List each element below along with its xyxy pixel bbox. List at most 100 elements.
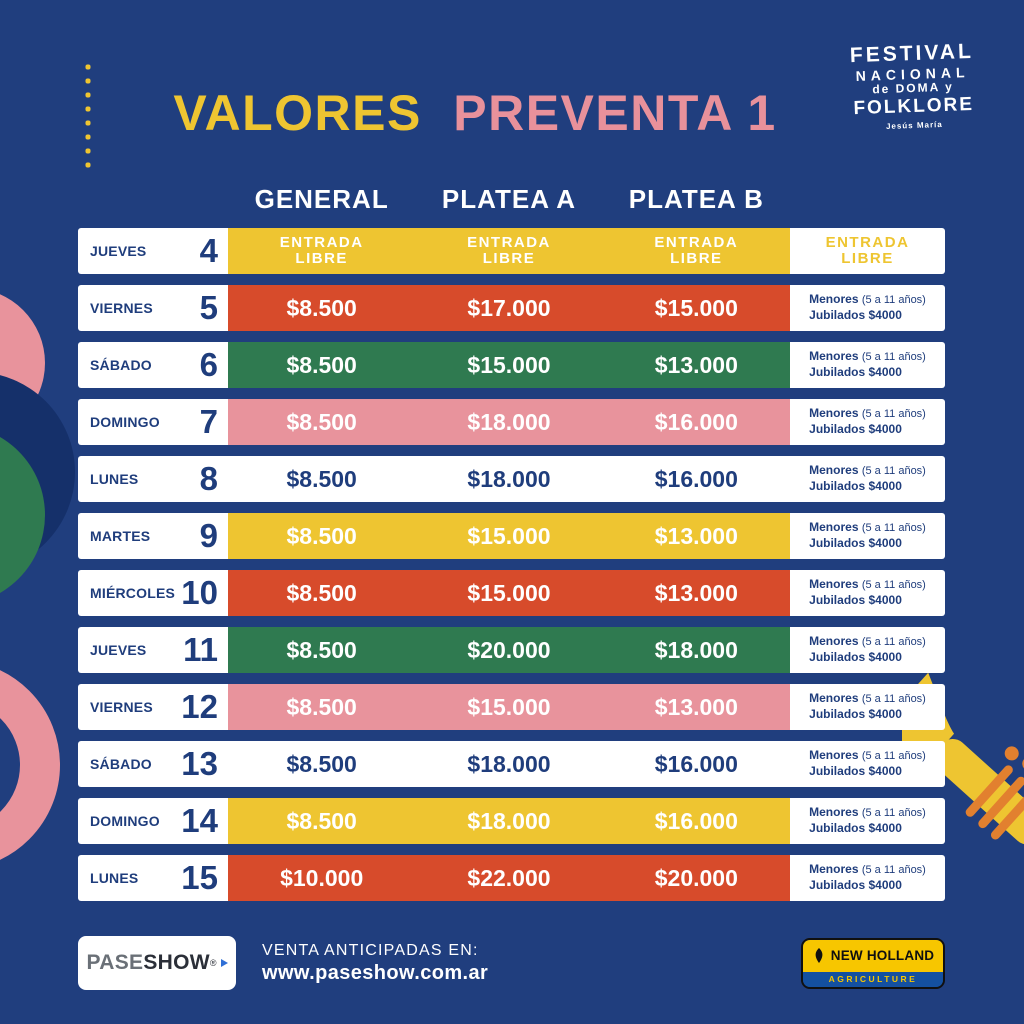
row-day-label: SÁBADO bbox=[90, 357, 152, 373]
concession-line2: Jubilados $4000 bbox=[809, 707, 926, 723]
price-cell-general: $8.500 bbox=[228, 513, 415, 559]
concession-text: Menores (5 a 11 años) Jubilados $4000 bbox=[809, 691, 926, 722]
row-day-box: DOMINGO 14 bbox=[78, 798, 228, 844]
row-day-number: 4 bbox=[199, 232, 218, 269]
row-day-number: 8 bbox=[199, 460, 218, 497]
free-entry-label: ENTRADA LIBRE bbox=[825, 233, 910, 267]
row-day-label: LUNES bbox=[90, 870, 139, 886]
price-platea-b: $20.000 bbox=[654, 864, 738, 891]
price-general: $8.500 bbox=[286, 807, 357, 834]
price-platea-b: $16.000 bbox=[654, 807, 738, 834]
concession-ages: (5 a 11 años) bbox=[861, 294, 926, 307]
row-day-number: 15 bbox=[181, 859, 218, 896]
festival-logo-subtitle: Jesús María bbox=[885, 119, 943, 131]
row-day-box: SÁBADO 13 bbox=[78, 741, 228, 787]
row-price-bar: $8.500 $15.000 $13.000 bbox=[228, 570, 790, 616]
price-platea-a: $22.000 bbox=[467, 864, 551, 891]
price-platea-b: $16.000 bbox=[654, 750, 738, 777]
concession-line1: Menores (5 a 11 años) bbox=[809, 862, 926, 878]
price-platea-a: $18.000 bbox=[467, 408, 551, 435]
price-cell-platea-a: $15.000 bbox=[415, 684, 602, 730]
price-platea-a: $15.000 bbox=[467, 579, 551, 606]
row-day-label: VIERNES bbox=[90, 300, 153, 316]
table-row: MIÉRCOLES 10 $8.500 $15.000 $13.000 Meno… bbox=[78, 570, 945, 616]
price-cell-general: $8.500 bbox=[228, 798, 415, 844]
concession-ages: (5 a 11 años) bbox=[861, 750, 926, 763]
row-price-bar: $10.000 $22.000 $20.000 bbox=[228, 855, 790, 901]
price-cell-platea-b: $13.000 bbox=[603, 513, 790, 559]
row-concession-box: Menores (5 a 11 años) Jubilados $4000 EN… bbox=[790, 627, 945, 673]
row-day-label: MARTES bbox=[90, 528, 151, 544]
row-price-bar: $8.500 $15.000 $13.000 bbox=[228, 684, 790, 730]
concession-amount: $4000 bbox=[868, 878, 902, 892]
concession-amount: $4000 bbox=[868, 536, 902, 550]
concession-menores: Menores bbox=[809, 406, 859, 421]
concession-menores: Menores bbox=[809, 691, 859, 706]
row-price-bar: $8.500 $18.000 $16.000 bbox=[228, 741, 790, 787]
new-holland-agriculture-bar: AGRICULTURE bbox=[803, 971, 943, 987]
column-header-general: GENERAL bbox=[254, 184, 389, 214]
concession-line1: Menores (5 a 11 años) bbox=[809, 292, 926, 308]
row-day-label: DOMINGO bbox=[90, 414, 160, 430]
concession-line1: Menores (5 a 11 años) bbox=[809, 463, 926, 479]
concession-jubilados: Jubilados bbox=[809, 536, 866, 550]
concession-menores: Menores bbox=[809, 349, 859, 364]
concession-text: Menores (5 a 11 años) Jubilados $4000 bbox=[809, 862, 926, 893]
price-platea-b: ENTRADA LIBRE bbox=[654, 233, 739, 267]
price-general: $8.500 bbox=[286, 294, 357, 321]
price-cell-platea-b: $16.000 bbox=[603, 798, 790, 844]
price-platea-b: $16.000 bbox=[654, 408, 738, 435]
concession-text: Menores (5 a 11 años) Jubilados $4000 bbox=[809, 463, 926, 494]
row-day-box: JUEVES 11 bbox=[78, 627, 228, 673]
price-cell-platea-a: ENTRADA LIBRE bbox=[415, 228, 602, 274]
concession-ages: (5 a 11 años) bbox=[861, 579, 926, 592]
paseshow-logo: PASE SHOW ® bbox=[78, 936, 236, 990]
price-cell-general: $8.500 bbox=[228, 741, 415, 787]
concession-line2: Jubilados $4000 bbox=[809, 821, 926, 837]
table-row: LUNES 15 $10.000 $22.000 $20.000 Menores… bbox=[78, 855, 945, 901]
price-general: $8.500 bbox=[286, 579, 357, 606]
row-day-number: 10 bbox=[181, 574, 218, 611]
row-day-number: 12 bbox=[181, 688, 218, 725]
row-concession-box: Menores (5 a 11 años) Jubilados $4000 EN… bbox=[790, 798, 945, 844]
concession-ages: (5 a 11 años) bbox=[861, 864, 926, 877]
row-day-box: MIÉRCOLES 10 bbox=[78, 570, 228, 616]
price-cell-platea-b: $16.000 bbox=[603, 399, 790, 445]
concession-line1: Menores (5 a 11 años) bbox=[809, 748, 926, 764]
price-cell-platea-b: $16.000 bbox=[603, 456, 790, 502]
price-platea-b: $13.000 bbox=[654, 522, 738, 549]
price-cell-platea-b: $15.000 bbox=[603, 285, 790, 331]
new-holland-logo-top: NEW HOLLAND bbox=[803, 939, 943, 972]
column-header-platea-a: PLATEA A bbox=[441, 184, 577, 214]
table-row: JUEVES 4 ENTRADA LIBRE ENTRADA LIBRE ENT… bbox=[78, 228, 945, 274]
row-day-number: 13 bbox=[181, 745, 218, 782]
sales-info: VENTA ANTICIPADAS EN: www.paseshow.com.a… bbox=[262, 942, 488, 985]
concession-amount: $4000 bbox=[868, 707, 902, 721]
price-cell-platea-a: $18.000 bbox=[415, 741, 602, 787]
price-general: $8.500 bbox=[286, 693, 357, 720]
concession-text: Menores (5 a 11 años) Jubilados $4000 bbox=[809, 805, 926, 836]
price-cell-platea-a: $18.000 bbox=[415, 399, 602, 445]
concession-amount: $4000 bbox=[868, 650, 902, 664]
concession-jubilados: Jubilados bbox=[809, 764, 866, 778]
price-platea-a: $20.000 bbox=[467, 636, 551, 663]
concession-text: Menores (5 a 11 años) Jubilados $4000 bbox=[809, 577, 926, 608]
concession-ages: (5 a 11 años) bbox=[861, 408, 926, 421]
concession-ages: (5 a 11 años) bbox=[861, 465, 926, 478]
concession-text: Menores (5 a 11 años) Jubilados $4000 bbox=[809, 520, 926, 551]
price-cell-platea-a: $22.000 bbox=[415, 855, 602, 901]
concession-menores: Menores bbox=[809, 862, 859, 877]
price-cell-general: $8.500 bbox=[228, 627, 415, 673]
row-concession-box: Menores (5 a 11 años) Jubilados $4000 EN… bbox=[790, 684, 945, 730]
concession-amount: $4000 bbox=[868, 365, 902, 379]
concession-line2: Jubilados $4000 bbox=[809, 365, 926, 381]
table-row: SÁBADO 6 $8.500 $15.000 $13.000 Menores … bbox=[78, 342, 945, 388]
price-platea-a: $15.000 bbox=[467, 522, 551, 549]
price-platea-b: $13.000 bbox=[654, 693, 738, 720]
price-cell-platea-a: $15.000 bbox=[415, 570, 602, 616]
dotted-line-decoration bbox=[84, 60, 92, 176]
row-day-number: 14 bbox=[181, 802, 218, 839]
table-row: JUEVES 11 $8.500 $20.000 $18.000 Menores… bbox=[78, 627, 945, 673]
sales-website-link[interactable]: www.paseshow.com.ar bbox=[262, 961, 489, 984]
price-cell-general: $8.500 bbox=[228, 684, 415, 730]
